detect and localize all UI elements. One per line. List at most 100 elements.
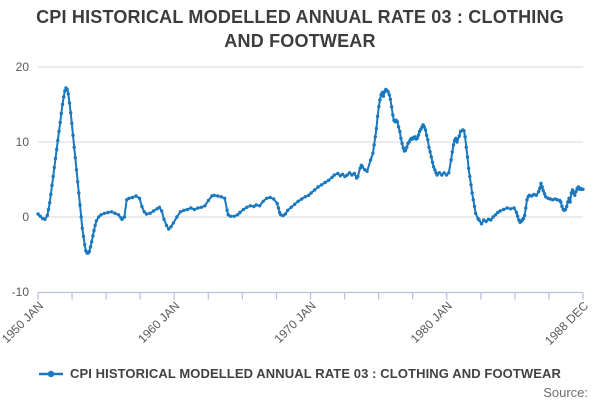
data-point[interactable] xyxy=(442,171,446,175)
data-point[interactable] xyxy=(36,212,40,216)
data-point[interactable] xyxy=(53,156,58,161)
data-point[interactable] xyxy=(307,193,311,197)
data-point[interactable] xyxy=(468,174,472,179)
data-point[interactable] xyxy=(534,193,538,197)
data-point[interactable] xyxy=(501,207,506,212)
data-point[interactable] xyxy=(428,150,432,154)
data-point[interactable] xyxy=(293,202,297,206)
data-point[interactable] xyxy=(60,102,65,107)
data-point[interactable] xyxy=(303,195,307,199)
data-point[interactable] xyxy=(265,196,269,200)
data-point[interactable] xyxy=(182,208,186,212)
data-point[interactable] xyxy=(91,234,95,238)
data-point[interactable] xyxy=(296,199,300,203)
data-point[interactable] xyxy=(106,210,110,215)
data-point[interactable] xyxy=(122,215,127,219)
data-point[interactable] xyxy=(50,183,54,188)
data-point[interactable] xyxy=(212,193,216,197)
data-point[interactable] xyxy=(493,213,498,217)
data-point[interactable] xyxy=(405,145,409,149)
data-point[interactable] xyxy=(424,133,429,137)
data-point[interactable] xyxy=(471,198,475,202)
data-point[interactable] xyxy=(399,136,403,140)
data-point[interactable] xyxy=(48,201,52,205)
data-point[interactable] xyxy=(275,201,279,206)
data-point[interactable] xyxy=(477,218,481,222)
data-point[interactable] xyxy=(38,214,42,218)
data-point[interactable] xyxy=(484,219,488,224)
data-point[interactable] xyxy=(49,192,53,197)
data-point[interactable] xyxy=(283,212,288,216)
data-point[interactable] xyxy=(261,199,265,203)
data-point[interactable] xyxy=(74,168,79,172)
data-point[interactable] xyxy=(372,143,376,147)
data-point[interactable] xyxy=(541,189,545,193)
data-point[interactable] xyxy=(94,219,99,223)
data-point[interactable] xyxy=(386,90,390,94)
data-point[interactable] xyxy=(403,148,408,152)
data-point[interactable] xyxy=(130,195,135,200)
data-point[interactable] xyxy=(508,207,513,211)
data-point[interactable] xyxy=(581,187,585,191)
data-point[interactable] xyxy=(87,249,92,254)
data-point[interactable] xyxy=(196,206,200,210)
data-point[interactable] xyxy=(120,217,124,221)
data-point[interactable] xyxy=(178,210,183,214)
data-point[interactable] xyxy=(102,211,107,215)
data-point[interactable] xyxy=(415,136,419,140)
data-point[interactable] xyxy=(375,114,380,119)
data-point[interactable] xyxy=(574,189,578,194)
data-point[interactable] xyxy=(444,173,449,177)
data-point[interactable] xyxy=(45,213,49,218)
data-point[interactable] xyxy=(76,180,80,184)
data-point[interactable] xyxy=(77,191,81,195)
data-point[interactable] xyxy=(454,136,458,140)
data-point[interactable] xyxy=(312,188,317,192)
data-point[interactable] xyxy=(175,215,179,219)
data-point[interactable] xyxy=(73,156,78,160)
data-point[interactable] xyxy=(440,173,444,177)
data-point[interactable] xyxy=(55,147,59,152)
data-point[interactable] xyxy=(80,226,85,230)
data-point[interactable] xyxy=(241,207,246,212)
data-point[interactable] xyxy=(401,146,405,150)
data-point[interactable] xyxy=(330,175,334,179)
data-point[interactable] xyxy=(171,221,176,225)
data-point[interactable] xyxy=(345,173,349,177)
data-point[interactable] xyxy=(472,204,477,209)
data-point[interactable] xyxy=(203,204,207,208)
data-point[interactable] xyxy=(113,211,117,215)
data-point[interactable] xyxy=(142,210,146,214)
data-point[interactable] xyxy=(498,209,502,213)
data-point[interactable] xyxy=(540,185,544,189)
data-point[interactable] xyxy=(360,165,365,169)
data-point[interactable] xyxy=(400,141,404,146)
data-point[interactable] xyxy=(206,198,211,203)
data-point[interactable] xyxy=(512,206,516,210)
data-point[interactable] xyxy=(97,215,101,219)
data-point[interactable] xyxy=(185,207,190,212)
data-point[interactable] xyxy=(340,172,345,176)
data-point[interactable] xyxy=(560,204,564,209)
data-point[interactable] xyxy=(429,155,433,159)
data-point[interactable] xyxy=(569,191,573,195)
data-point[interactable] xyxy=(189,206,193,210)
data-point[interactable] xyxy=(491,215,495,219)
data-point[interactable] xyxy=(109,210,114,214)
data-point[interactable] xyxy=(192,207,197,212)
data-point[interactable] xyxy=(326,178,331,182)
data-point[interactable] xyxy=(422,125,426,129)
data-point[interactable] xyxy=(258,204,262,208)
data-point[interactable] xyxy=(489,218,493,222)
data-point[interactable] xyxy=(542,192,547,196)
data-point[interactable] xyxy=(62,95,66,99)
data-point[interactable] xyxy=(65,87,69,92)
data-point[interactable] xyxy=(160,209,164,213)
data-point[interactable] xyxy=(450,150,454,154)
data-point[interactable] xyxy=(463,135,467,139)
data-point[interactable] xyxy=(377,105,381,109)
data-point[interactable] xyxy=(83,243,87,247)
data-point[interactable] xyxy=(389,105,394,109)
data-point[interactable] xyxy=(447,171,451,175)
data-point[interactable] xyxy=(565,204,569,209)
